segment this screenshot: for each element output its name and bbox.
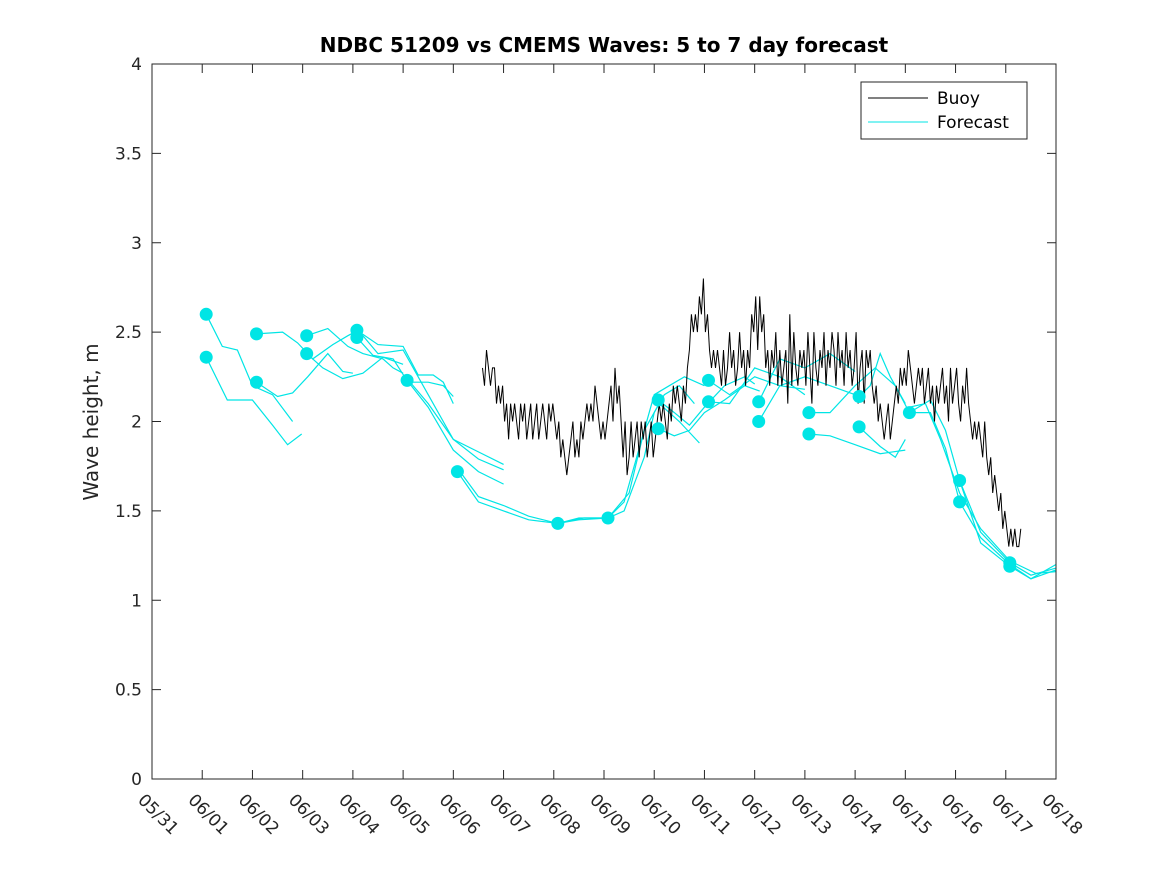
forecast-line-15: [607, 402, 700, 519]
x-tick-label: 06/04: [334, 790, 383, 839]
forecast-marker: [250, 327, 263, 341]
forecast-marker: [802, 427, 816, 441]
forecast-line-26: [909, 399, 1057, 576]
x-tick-label: 06/08: [535, 790, 584, 839]
x-tick-label: 06/17: [987, 790, 1036, 839]
forecast-marker: [199, 350, 213, 364]
y-tick-label: 1: [131, 591, 142, 611]
forecast-line-10: [406, 378, 504, 465]
x-tick-label: 06/06: [435, 790, 484, 839]
forecast-marker: [551, 516, 565, 530]
forecast-line-0: [205, 314, 294, 422]
x-tick-label: 06/12: [736, 790, 785, 839]
forecast-marker: [300, 329, 314, 343]
forecast-marker: [250, 375, 263, 389]
x-tick-label: 06/18: [1037, 790, 1086, 839]
forecast-marker: [300, 347, 314, 361]
forecast-marker: [450, 465, 464, 479]
forecast-marker: [852, 420, 866, 434]
forecast-line-16: [657, 376, 756, 426]
forecast-marker: [651, 393, 665, 407]
forecast-line-28: [909, 402, 1057, 575]
forecast-line-27: [909, 412, 1057, 580]
forecast-line-6: [356, 329, 454, 404]
x-tick-label: 06/07: [485, 790, 534, 839]
axes-box: [151, 63, 1057, 780]
forecast-line-17: [657, 385, 760, 437]
x-tick-label: 05/31: [133, 790, 182, 839]
forecast-line-3: [256, 352, 353, 398]
x-tick-label: 06/11: [686, 790, 735, 839]
y-tick-label: 1.5: [115, 502, 142, 522]
buoy-line: [482, 278, 1022, 548]
forecast-line-18: [708, 376, 805, 396]
forecast-marker: [350, 331, 364, 344]
x-tick-label: 06/03: [284, 790, 333, 839]
legend-box: [860, 81, 1028, 140]
forecast-marker: [199, 307, 213, 321]
forecast-marker: [752, 415, 766, 428]
x-tick-label: 06/14: [837, 790, 886, 839]
forecast-line-9: [406, 380, 504, 485]
x-tick-label: 06/15: [887, 790, 936, 839]
y-tick-label: 4: [131, 55, 142, 75]
forecast-line-12: [456, 467, 609, 525]
y-tick-label: 2.5: [115, 323, 142, 343]
chart-title: NDBC 51209 vs CMEMS Waves: 5 to 7 day fo…: [320, 33, 889, 57]
forecast-line-25: [858, 426, 906, 459]
plot-area: [199, 278, 1057, 580]
forecast-marker: [1003, 559, 1017, 573]
forecast-marker: [601, 511, 615, 525]
y-tick-label: 3.5: [115, 144, 142, 164]
y-tick-label: 0: [131, 770, 142, 790]
forecast-line-8: [356, 328, 504, 471]
legend-label-forecast: Forecast: [937, 113, 1009, 133]
forecast-marker: [953, 495, 967, 509]
x-tick-label: 06/10: [636, 790, 685, 839]
forecast-line-24: [858, 351, 906, 404]
x-tick-label: 06/09: [585, 790, 634, 839]
forecast-line-13: [557, 384, 695, 524]
x-tick-label: 06/16: [937, 790, 986, 839]
forecast-marker: [702, 373, 715, 387]
forecast-line-1: [205, 356, 303, 446]
y-axis-label: Wave height, m: [79, 343, 103, 500]
forecast-line-4: [306, 327, 404, 374]
forecast-line-5: [306, 353, 404, 380]
forecast-marker: [852, 390, 866, 403]
forecast-marker: [702, 395, 715, 409]
forecast-marker: [400, 373, 414, 387]
forecast-marker: [802, 406, 816, 420]
x-tick-label: 06/02: [234, 790, 283, 839]
forecast-line-14: [607, 376, 705, 519]
legend: Buoy Forecast: [860, 81, 1028, 140]
x-tick-label: 06/05: [385, 790, 434, 839]
x-tick-label: 06/13: [786, 790, 835, 839]
y-tick-label: 0.5: [115, 681, 142, 701]
forecast-marker: [752, 395, 766, 409]
forecast-line-11: [456, 471, 608, 525]
forecast-marker: [902, 406, 916, 420]
forecast-line-21: [758, 376, 856, 422]
x-tick-label: 06/01: [184, 790, 233, 839]
y-tick-label: 2: [131, 413, 142, 433]
y-tick-label: 3: [131, 234, 142, 254]
forecast-marker: [953, 474, 967, 487]
legend-label-buoy: Buoy: [937, 89, 980, 109]
forecast-marker: [651, 422, 665, 436]
